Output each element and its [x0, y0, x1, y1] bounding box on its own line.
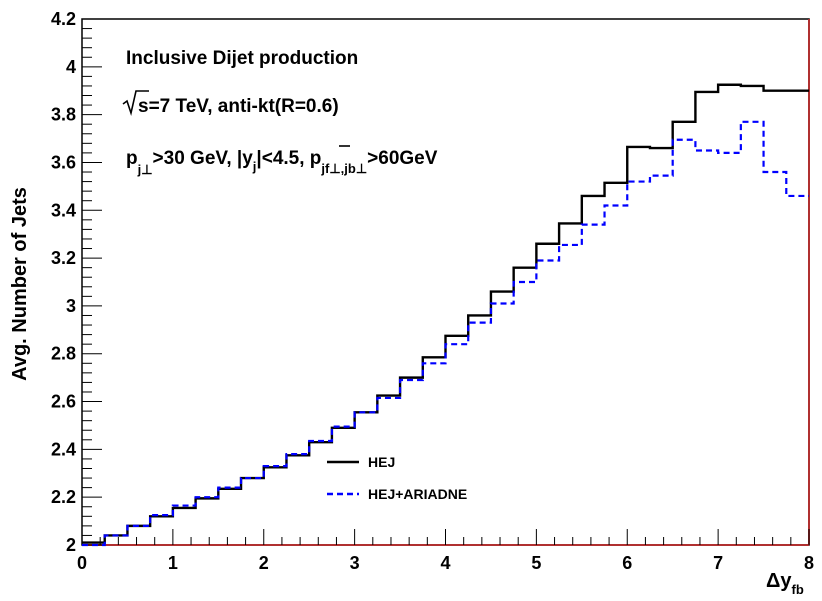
energy-text: =7 TeV, anti-kt(R=0.6): [149, 96, 339, 117]
x-tick-label: 8: [804, 553, 814, 573]
x-axis-title-main: Δy: [766, 570, 792, 592]
cut-p-sub: j⊥: [137, 162, 153, 177]
annotation-title: Inclusive Dijet production: [126, 48, 358, 69]
cut-p: p: [126, 148, 138, 169]
x-axis-title: Δyfb: [766, 570, 804, 597]
y-tick-label: 3.2: [51, 248, 76, 268]
y-tick-label: 2.4: [51, 439, 76, 459]
sqrt-radicand: s: [138, 96, 149, 117]
cut-b: |<4.5,: [256, 148, 309, 169]
svg-text:s=7 TeV, anti-kt(R=0.6): s=7 TeV, anti-kt(R=0.6): [138, 96, 339, 117]
y-tick-label: 3.8: [51, 105, 76, 125]
cut-pbar: p: [310, 148, 322, 169]
x-tick-label: 3: [350, 553, 360, 573]
cut-y-sub: j: [252, 159, 257, 174]
y-tick-label: 2.8: [51, 344, 76, 364]
y-tick-label: 3.4: [51, 200, 76, 220]
x-axis-title-sub: fb: [792, 582, 804, 597]
cut-a: >30 GeV, |y: [153, 148, 254, 169]
cut-c: >60GeV: [367, 148, 438, 169]
y-axis-title: Avg. Number of Jets: [9, 187, 31, 381]
y-tick-label: 3.6: [51, 152, 76, 172]
x-tick-label: 4: [440, 553, 450, 573]
legend-label-hej-ariadne: HEJ+ARIADNE: [368, 486, 467, 502]
x-tick-label: 1: [168, 553, 178, 573]
y-tick-label: 3: [66, 296, 76, 316]
legend-label-hej: HEJ: [368, 454, 395, 470]
x-tick-label: 7: [713, 553, 723, 573]
annotation-cuts: pj⊥>30 GeV, |yj|<4.5, pjf⊥,jb⊥>60GeV: [126, 145, 438, 177]
y-tick-label: 2: [66, 535, 76, 555]
y-tick-label: 4: [66, 57, 76, 77]
x-tick-label: 6: [622, 553, 632, 573]
series-layer: [82, 83, 809, 547]
axis-ticks: [81, 18, 810, 546]
legend: HEJ HEJ+ARIADNE: [327, 454, 467, 502]
x-tick-label: 2: [259, 553, 269, 573]
y-tick-label: 2.2: [51, 487, 76, 507]
x-tick-labels: 0 1 2 3 4 5 6 7 8: [77, 553, 814, 573]
y-tick-label: 2.6: [51, 392, 76, 412]
annotation-energy: s=7 TeV, anti-kt(R=0.6): [122, 90, 339, 117]
y-tick-labels: 2 2.2 2.4 2.6 2.8 3 3.2 3.4 3.6 3.8 4 4.2: [51, 9, 76, 555]
sqrt-symbol: [122, 90, 149, 116]
svg-text:pj⊥>30 GeV, |yj|<4.5, pjf⊥,jb⊥: pj⊥>30 GeV, |yj|<4.5, pjf⊥,jb⊥>60GeV: [126, 148, 438, 177]
cut-pbar-sub: jf⊥,jb⊥: [320, 161, 367, 176]
series-line-hej-ariadne: [82, 120, 809, 547]
y-tick-label: 4.2: [51, 9, 76, 29]
x-tick-label: 5: [531, 553, 541, 573]
x-tick-label: 0: [77, 553, 87, 573]
